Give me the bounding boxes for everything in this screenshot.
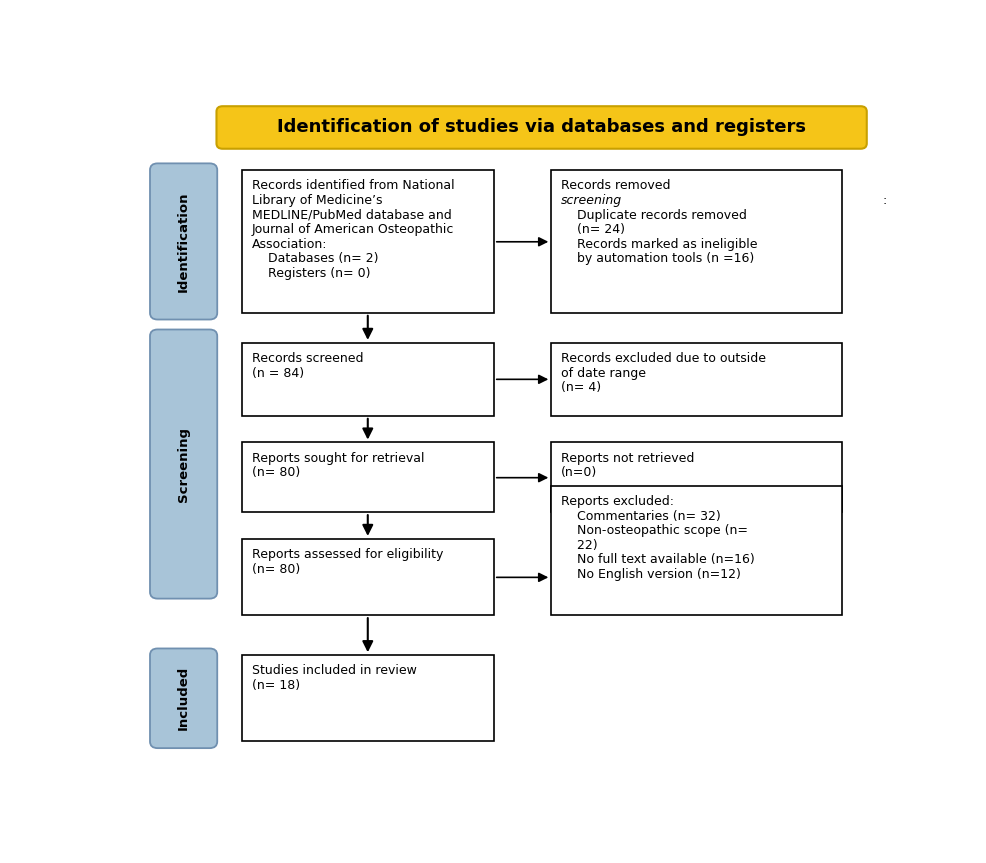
- FancyBboxPatch shape: [551, 343, 842, 416]
- Text: Registers (n= 0): Registers (n= 0): [251, 267, 370, 280]
- Text: Records identified from National: Records identified from National: [251, 180, 455, 192]
- FancyBboxPatch shape: [551, 486, 842, 615]
- Text: Non-osteopathic scope (n=: Non-osteopathic scope (n=: [561, 524, 748, 537]
- Text: screening: screening: [561, 194, 622, 207]
- Text: Screening: Screening: [177, 426, 190, 501]
- Text: No English version (n=12): No English version (n=12): [561, 568, 741, 581]
- Text: Studies included in review: Studies included in review: [251, 665, 416, 677]
- Text: No full text available (n=16): No full text available (n=16): [561, 553, 755, 566]
- Text: Databases (n= 2): Databases (n= 2): [251, 252, 378, 266]
- FancyBboxPatch shape: [242, 343, 494, 416]
- Text: MEDLINE/PubMed database and: MEDLINE/PubMed database and: [251, 209, 452, 222]
- FancyBboxPatch shape: [217, 106, 867, 148]
- Text: :: :: [883, 194, 887, 207]
- Text: Identification: Identification: [177, 192, 190, 292]
- Text: (n= 80): (n= 80): [251, 563, 300, 576]
- Text: Library of Medicine’s: Library of Medicine’s: [251, 194, 383, 207]
- Text: Commentaries (n= 32): Commentaries (n= 32): [561, 509, 721, 523]
- Text: Reports excluded:: Reports excluded:: [561, 495, 674, 508]
- FancyBboxPatch shape: [242, 170, 494, 313]
- Text: (n= 18): (n= 18): [251, 679, 300, 692]
- Text: Reports sought for retrieval: Reports sought for retrieval: [251, 451, 424, 465]
- FancyBboxPatch shape: [150, 163, 217, 319]
- FancyBboxPatch shape: [150, 648, 217, 748]
- FancyBboxPatch shape: [551, 170, 842, 313]
- FancyBboxPatch shape: [242, 539, 494, 615]
- Text: Reports not retrieved: Reports not retrieved: [561, 451, 694, 465]
- Text: of date range: of date range: [561, 367, 646, 380]
- FancyBboxPatch shape: [242, 655, 494, 741]
- Text: Records excluded due to outside: Records excluded due to outside: [561, 352, 766, 365]
- Text: Journal of American Osteopathic: Journal of American Osteopathic: [251, 224, 454, 236]
- FancyBboxPatch shape: [242, 443, 494, 513]
- Text: Records screened: Records screened: [251, 352, 363, 365]
- Text: Records marked as ineligible: Records marked as ineligible: [561, 238, 757, 251]
- FancyBboxPatch shape: [551, 443, 842, 513]
- Text: by automation tools (n =16): by automation tools (n =16): [561, 252, 754, 266]
- Text: (n = 84): (n = 84): [251, 367, 304, 380]
- Text: (n= 4): (n= 4): [561, 381, 601, 394]
- Text: 22): 22): [561, 539, 598, 551]
- Text: Association:: Association:: [251, 238, 327, 251]
- Text: Identification of studies via databases and registers: Identification of studies via databases …: [277, 118, 807, 136]
- Text: (n=0): (n=0): [561, 466, 598, 479]
- Text: (n= 24): (n= 24): [561, 224, 625, 236]
- FancyBboxPatch shape: [150, 330, 217, 599]
- Text: Records removed: Records removed: [561, 180, 674, 192]
- Text: Reports assessed for eligibility: Reports assessed for eligibility: [251, 548, 443, 561]
- Text: Included: Included: [177, 666, 190, 730]
- Text: (n= 80): (n= 80): [251, 466, 300, 479]
- Text: Duplicate records removed: Duplicate records removed: [561, 209, 747, 222]
